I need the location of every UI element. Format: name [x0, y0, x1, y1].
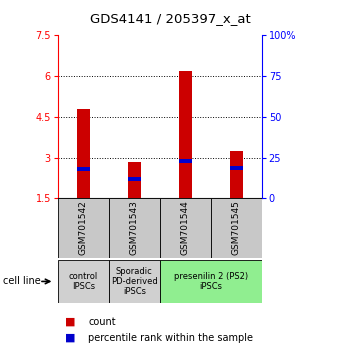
Text: ■: ■ — [65, 333, 75, 343]
Text: cell line: cell line — [3, 276, 41, 286]
FancyBboxPatch shape — [160, 260, 262, 303]
Text: GSM701545: GSM701545 — [232, 200, 241, 255]
Bar — [179, 71, 192, 198]
FancyBboxPatch shape — [160, 198, 211, 258]
Bar — [77, 167, 90, 171]
FancyBboxPatch shape — [109, 260, 160, 303]
Bar — [128, 177, 141, 181]
Text: ■: ■ — [65, 317, 75, 327]
Text: GSM701543: GSM701543 — [130, 200, 139, 255]
Text: GDS4141 / 205397_x_at: GDS4141 / 205397_x_at — [90, 12, 250, 25]
Bar — [230, 166, 243, 170]
Text: GSM701544: GSM701544 — [181, 200, 190, 255]
Text: GSM701542: GSM701542 — [79, 200, 88, 255]
FancyBboxPatch shape — [109, 198, 160, 258]
Bar — [179, 159, 192, 163]
Bar — [230, 151, 243, 198]
Text: count: count — [88, 317, 116, 327]
Bar — [77, 109, 90, 198]
Text: control
IPSCs: control IPSCs — [69, 272, 98, 291]
FancyBboxPatch shape — [58, 260, 109, 303]
Bar — [128, 162, 141, 198]
Text: percentile rank within the sample: percentile rank within the sample — [88, 333, 253, 343]
FancyBboxPatch shape — [211, 198, 262, 258]
Text: Sporadic
PD-derived
iPSCs: Sporadic PD-derived iPSCs — [111, 267, 158, 296]
Text: presenilin 2 (PS2)
iPSCs: presenilin 2 (PS2) iPSCs — [174, 272, 248, 291]
FancyBboxPatch shape — [58, 198, 109, 258]
